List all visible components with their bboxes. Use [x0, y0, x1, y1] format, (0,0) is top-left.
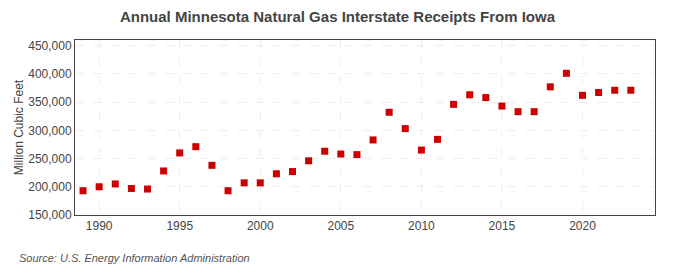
- svg-text:350,000: 350,000: [28, 95, 72, 109]
- svg-text:250,000: 250,000: [28, 152, 72, 166]
- svg-text:Source: U.S. Energy Informatio: Source: U.S. Energy Information Administ…: [19, 252, 250, 264]
- svg-text:2015: 2015: [489, 219, 516, 233]
- svg-text:200,000: 200,000: [28, 180, 72, 194]
- svg-text:150,000: 150,000: [28, 208, 72, 222]
- svg-text:Million Cubic Feet: Million Cubic Feet: [12, 79, 26, 175]
- svg-text:300,000: 300,000: [28, 124, 72, 138]
- svg-text:2020: 2020: [569, 219, 596, 233]
- svg-text:2005: 2005: [327, 219, 354, 233]
- svg-text:450,000: 450,000: [28, 39, 72, 53]
- svg-text:Annual Minnesota Natural Gas I: Annual Minnesota Natural Gas Interstate …: [120, 8, 556, 25]
- svg-text:1995: 1995: [166, 219, 193, 233]
- svg-text:2010: 2010: [408, 219, 435, 233]
- svg-text:400,000: 400,000: [28, 67, 72, 81]
- svg-text:1990: 1990: [86, 219, 113, 233]
- svg-text:2000: 2000: [247, 219, 274, 233]
